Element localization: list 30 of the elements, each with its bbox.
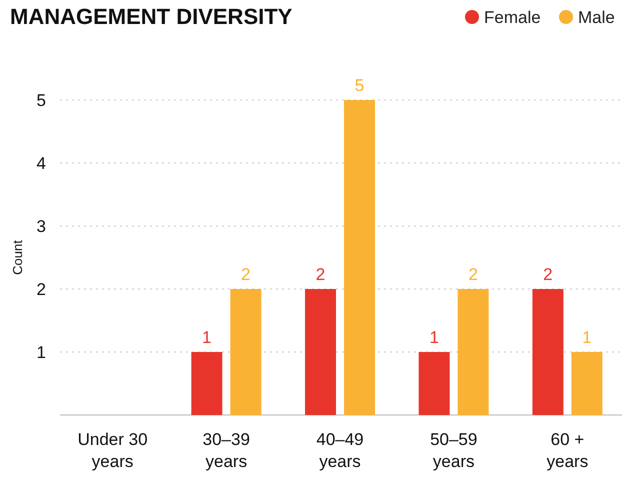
bar (230, 289, 262, 415)
bar (344, 100, 375, 415)
y-tick-label: 5 (36, 91, 46, 110)
data-label: 2 (316, 265, 326, 284)
data-label: 1 (202, 328, 212, 347)
data-label: 1 (429, 328, 439, 347)
data-label: 2 (468, 265, 478, 284)
chart-title: MANAGEMENT DIVERSITY (10, 4, 293, 29)
legend-label: Female (484, 8, 541, 27)
bar (571, 352, 602, 415)
x-tick-label: 50–59 years (430, 430, 478, 471)
data-label: 5 (354, 76, 364, 95)
bar (458, 289, 489, 415)
data-label: 2 (543, 265, 553, 284)
x-tick-label: 40–49 years (316, 430, 364, 471)
bar (532, 289, 564, 415)
data-label: 1 (582, 328, 592, 347)
legend-label: Male (578, 8, 615, 27)
x-tick-label: 30–39 years (202, 430, 250, 471)
y-tick-label: 1 (36, 343, 46, 362)
y-tick-label: 2 (36, 280, 46, 299)
data-label: 2 (241, 265, 251, 284)
x-tick-label: Under 30 years (78, 430, 148, 471)
y-tick-label: 4 (36, 154, 46, 173)
bar (191, 352, 222, 415)
x-tick-label: 60 + years (546, 430, 588, 471)
y-axis-title: Count (10, 240, 25, 275)
bar (305, 289, 336, 415)
y-tick-label: 3 (36, 217, 46, 236)
bar (418, 352, 450, 415)
